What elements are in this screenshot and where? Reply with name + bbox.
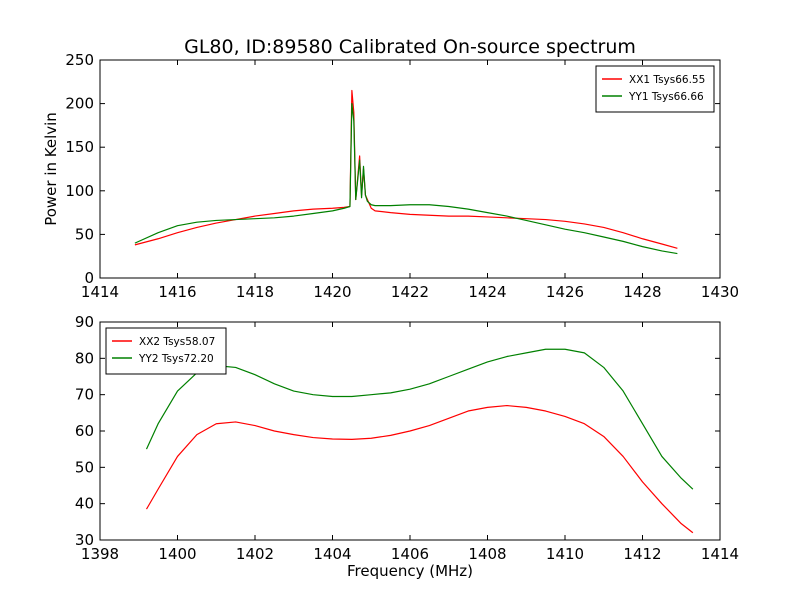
y-tick-label-2-3: 60 bbox=[75, 422, 94, 440]
series-line-2-1 bbox=[145, 404, 694, 534]
legend-box-1 bbox=[595, 65, 715, 113]
x-tick-label-2-6: 1410 bbox=[546, 545, 584, 563]
x-tick-label-1-5: 1424 bbox=[468, 283, 506, 301]
y-tick-label-1-1: 50 bbox=[75, 225, 94, 243]
x-tick-label-2-8: 1414 bbox=[701, 545, 739, 563]
x-tick-label-1-0: 1414 bbox=[81, 283, 119, 301]
x-tick-label-1-4: 1422 bbox=[391, 283, 429, 301]
legend-label-1-2: YY1 Tsys66.66 bbox=[628, 91, 704, 103]
y-tick-label-2-2: 50 bbox=[75, 458, 94, 476]
y-tick-label-1-2: 100 bbox=[65, 182, 94, 200]
x-tick-label-2-4: 1406 bbox=[391, 545, 429, 563]
x-tick-label-1-8: 1430 bbox=[701, 283, 739, 301]
x-tick-label-1-2: 1418 bbox=[236, 283, 274, 301]
legend-box-2 bbox=[105, 327, 227, 375]
legend-label-1-1: XX1 Tsys66.55 bbox=[629, 74, 705, 86]
y-tick-label-1-0: 0 bbox=[84, 269, 94, 287]
x-axis-label-2: Frequency (MHz) bbox=[347, 562, 473, 580]
x-tick-label-2-2: 1402 bbox=[236, 545, 274, 563]
figure-title: GL80, ID:89580 Calibrated On-source spec… bbox=[184, 36, 636, 58]
x-tick-label-2-5: 1408 bbox=[468, 545, 506, 563]
chart-panels: 1414 1416 1418 1420 1422 1424 1426 1428 14300501… bbox=[42, 51, 739, 580]
x-tick-label-2-7: 1412 bbox=[623, 545, 661, 563]
panel-2: 1398 1400 1402 1404 1406 1408 1410 1412 1414 30 40… bbox=[75, 313, 739, 580]
y-tick-label-2-0: 30 bbox=[75, 531, 94, 549]
y-tick-label-2-4: 70 bbox=[75, 386, 94, 404]
x-tick-label-1-6: 1426 bbox=[546, 283, 584, 301]
legend-2: XX2 Tsys58.07 YY2 Tsys72.20 bbox=[105, 327, 227, 375]
y-tick-label-1-3: 150 bbox=[65, 138, 94, 156]
series-line-2-2 bbox=[145, 348, 694, 490]
y-tick-label-2-6: 90 bbox=[75, 313, 94, 331]
legend-1: XX1 Tsys66.55 YY1 Tsys66.66 bbox=[595, 65, 715, 113]
panel-1: 1414 1416 1418 1420 1422 1424 1426 1428 1430 0 50 1… bbox=[42, 51, 739, 301]
x-tick-label-1-3: 1420 bbox=[313, 283, 351, 301]
legend-label-2-2: YY2 Tsys72.20 bbox=[138, 353, 214, 365]
x-tick-label-2-3: 1404 bbox=[313, 545, 351, 563]
y-tick-label-2-5: 80 bbox=[75, 349, 94, 367]
x-tick-label-2-0: 1398 bbox=[81, 545, 119, 563]
series-line-1-2 bbox=[134, 103, 678, 255]
y-tick-label-1-5: 250 bbox=[65, 51, 94, 69]
x-tick-label-1-7: 1428 bbox=[623, 283, 661, 301]
y-tick-label-1-4: 200 bbox=[65, 95, 94, 113]
y-axis-label-1: Power in Kelvin bbox=[42, 112, 60, 226]
y-tick-label-2-1: 40 bbox=[75, 495, 94, 513]
x-tick-label-1-1: 1416 bbox=[158, 283, 196, 301]
legend-label-2-1: XX2 Tsys58.07 bbox=[139, 336, 215, 348]
x-tick-label-2-1: 1400 bbox=[158, 545, 196, 563]
